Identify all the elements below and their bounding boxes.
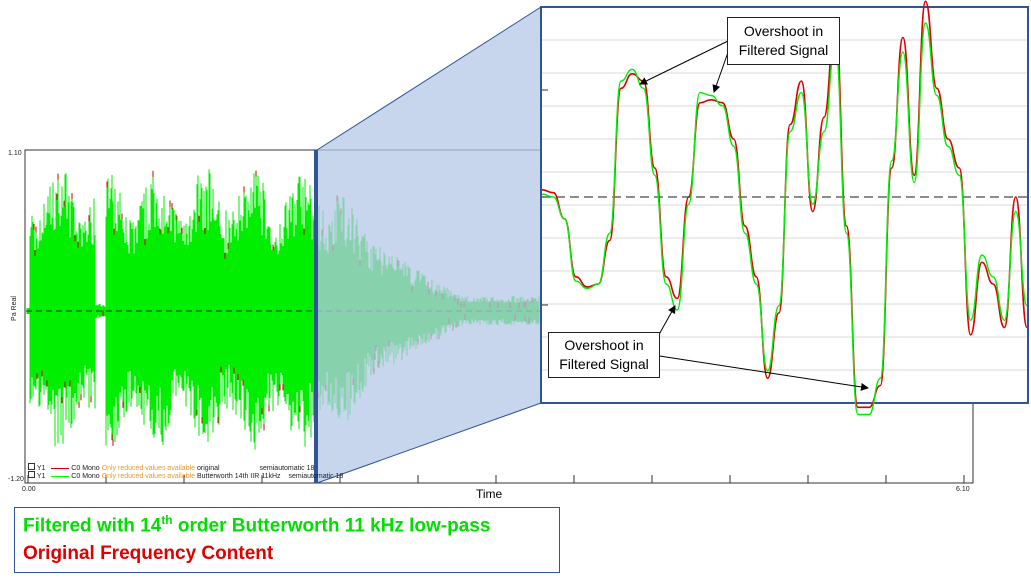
zoom-region-marker xyxy=(314,150,318,483)
legend-swatch-green xyxy=(51,475,70,477)
callout-bottom-line1: Overshoot in xyxy=(564,337,644,353)
legend-swatch-red xyxy=(51,467,70,469)
arrow-bottom-right xyxy=(639,352,869,391)
y-tick-bottom: -1.20 xyxy=(8,476,24,483)
legend-mode: semiautomatic 18 xyxy=(288,473,344,480)
callout-bottom-line2: Filtered Signal xyxy=(559,356,649,372)
legend-row-original: Y1 C0 Mono Only reduced values available… xyxy=(28,463,314,472)
legend-status: Only reduced values available xyxy=(101,465,196,472)
caption-filtered-pre: Filtered with 14 xyxy=(23,515,162,537)
y-tick-top: 1.10 xyxy=(8,150,22,157)
legend-checkbox[interactable] xyxy=(28,463,35,470)
callout-bottom: Overshoot in Filtered Signal xyxy=(548,332,660,378)
main-x-ticks xyxy=(27,475,965,483)
legend-row-filtered: Y1 C0 Mono Only reduced values available… xyxy=(28,471,343,480)
legend-channel: C0 Mono xyxy=(71,473,100,480)
x-tick-end: 6.10 xyxy=(956,486,970,493)
caption-filtered-sup: th xyxy=(161,513,173,527)
legend-mode: semiautomatic 18 xyxy=(259,465,315,472)
callout-top: Overshoot in Filtered Signal xyxy=(727,17,840,65)
legend-name: Butterworth 14th IIR 11kHz xyxy=(197,473,281,480)
legend-checkbox[interactable] xyxy=(28,471,35,478)
zoom-series-original xyxy=(541,0,1028,409)
caption-filtered-post: order Butterworth 11 kHz low-pass xyxy=(172,515,491,537)
caption-original: Original Frequency Content xyxy=(23,543,274,564)
legend-name: original xyxy=(197,465,220,472)
callout-top-line2: Filtered Signal xyxy=(738,42,829,58)
legend-status: Only reduced values available xyxy=(101,473,196,480)
arrow-top-left xyxy=(639,40,729,85)
caption-filtered: Filtered with 14th order Butterworth 11 … xyxy=(23,513,490,537)
legend-marker: Y1 xyxy=(36,473,46,480)
callout-top-line1: Overshoot in xyxy=(743,23,824,39)
caption-box: Filtered with 14th order Butterworth 11 … xyxy=(14,507,560,573)
legend-marker: Y1 xyxy=(36,465,46,472)
legend-channel: C0 Mono xyxy=(71,465,100,472)
zoom-waveforms xyxy=(541,0,1028,416)
zoom-series-filtered xyxy=(541,22,1028,416)
y-axis-label: Pa Real xyxy=(10,296,18,321)
x-tick-start: 0.00 xyxy=(22,486,36,493)
x-axis-label: Time xyxy=(476,487,503,501)
